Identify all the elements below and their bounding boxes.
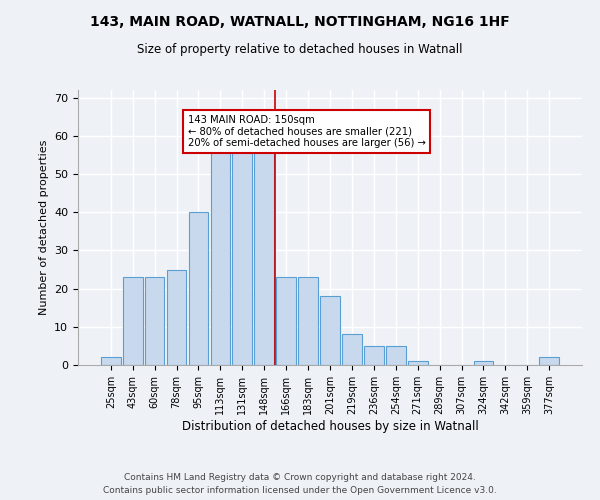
Bar (298, 277, 318, 365)
Text: Size of property relative to detached houses in Watnall: Size of property relative to detached ho… (137, 42, 463, 56)
Text: Contains public sector information licensed under the Open Government Licence v3: Contains public sector information licen… (103, 486, 497, 495)
Text: 143, MAIN ROAD, WATNALL, NOTTINGHAM, NG16 1HF: 143, MAIN ROAD, WATNALL, NOTTINGHAM, NG1… (90, 15, 510, 29)
Bar (276, 277, 296, 365)
Bar (145, 277, 164, 365)
Bar (386, 346, 406, 365)
Bar (254, 151, 274, 365)
Bar (342, 334, 362, 365)
Bar (101, 358, 121, 365)
Bar (473, 361, 493, 365)
Bar (167, 270, 187, 365)
Bar (364, 346, 384, 365)
Y-axis label: Number of detached properties: Number of detached properties (38, 140, 49, 315)
Text: 143 MAIN ROAD: 150sqm
← 80% of detached houses are smaller (221)
20% of semi-det: 143 MAIN ROAD: 150sqm ← 80% of detached … (188, 115, 425, 148)
Bar (320, 296, 340, 365)
Bar (408, 361, 428, 365)
Bar (539, 358, 559, 365)
Text: Contains HM Land Registry data © Crown copyright and database right 2024.: Contains HM Land Registry data © Crown c… (124, 472, 476, 482)
X-axis label: Distribution of detached houses by size in Watnall: Distribution of detached houses by size … (182, 420, 478, 432)
Bar (232, 151, 252, 365)
Bar (123, 277, 143, 365)
Bar (211, 144, 230, 365)
Bar (188, 212, 208, 365)
